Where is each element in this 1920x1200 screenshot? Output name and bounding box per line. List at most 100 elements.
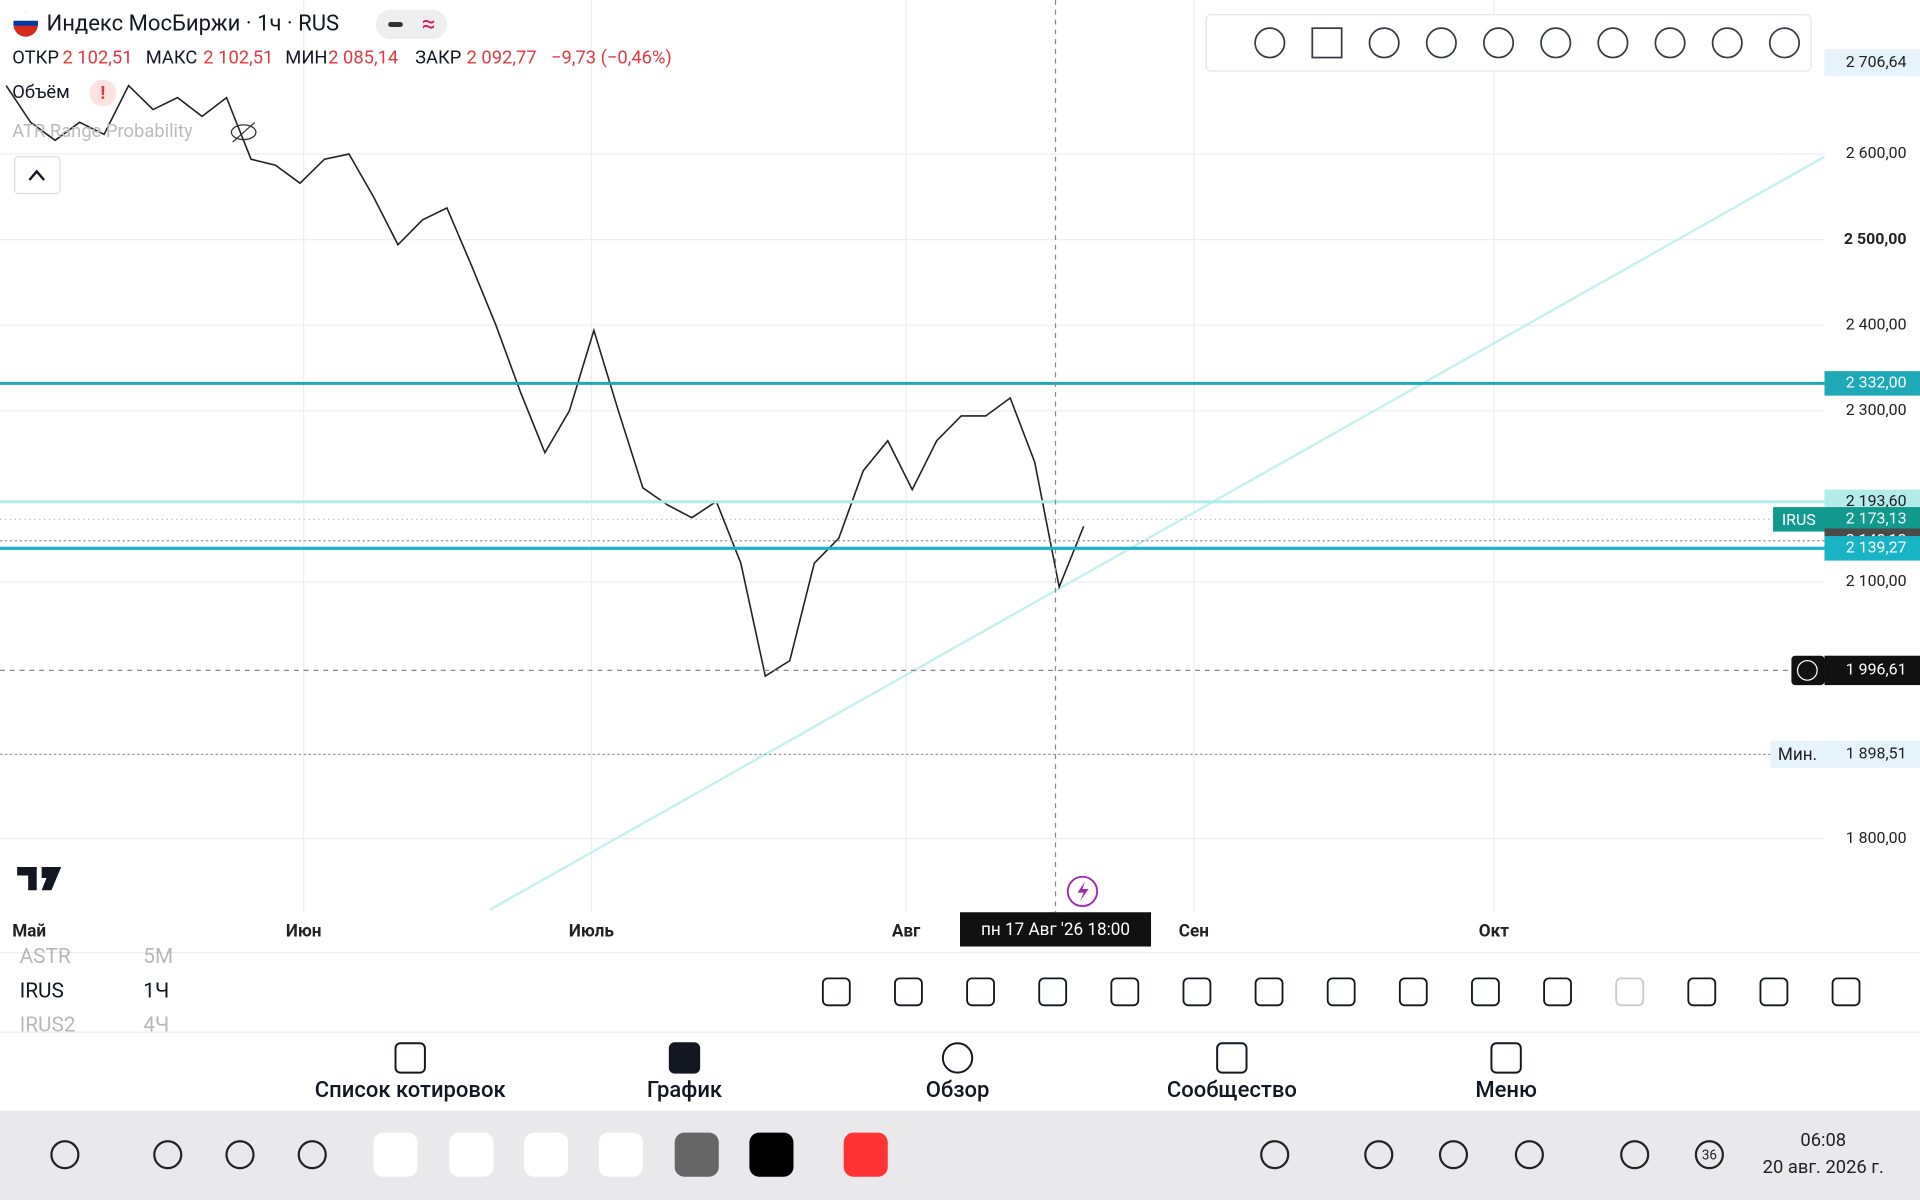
sys-icon[interactable] xyxy=(1364,1140,1394,1170)
symbol-label: IRUS xyxy=(1782,510,1816,529)
app-icon[interactable] xyxy=(843,1132,888,1177)
nav-label[interactable]: Список котировок xyxy=(315,1078,507,1103)
nav-label[interactable]: Меню xyxy=(1475,1078,1537,1103)
sys-icon[interactable] xyxy=(1514,1140,1544,1170)
watch-symbol[interactable]: ASTR xyxy=(20,945,71,969)
symbol-box xyxy=(1773,507,1825,532)
sys-icon[interactable] xyxy=(50,1140,80,1170)
ohlc-value: 2 102,51 xyxy=(203,48,273,69)
app-icon[interactable] xyxy=(674,1132,719,1177)
nav-icon[interactable] xyxy=(668,1042,701,1074)
toolbar-icon[interactable] xyxy=(1326,977,1356,1007)
toolbar-icon[interactable] xyxy=(1759,977,1789,1007)
nav-label[interactable]: График xyxy=(647,1078,723,1103)
tool-icon[interactable] xyxy=(1254,27,1286,59)
nav-icon[interactable] xyxy=(1490,1042,1522,1074)
toolbar-icon[interactable] xyxy=(1615,977,1645,1007)
crosshair-time: пн 17 Авг '26 18:00 xyxy=(981,920,1130,940)
app-icon[interactable] xyxy=(598,1132,643,1177)
level-box xyxy=(1824,507,1920,532)
badge-dash xyxy=(388,22,403,27)
tool-icon[interactable] xyxy=(1311,27,1343,59)
tool-icon[interactable] xyxy=(1768,27,1801,59)
clock: 06:08 xyxy=(1800,1130,1846,1151)
nav-label[interactable]: Обзор xyxy=(926,1078,990,1103)
date: 20 авг. 2026 г. xyxy=(1763,1157,1884,1178)
tool-icon[interactable] xyxy=(1654,27,1686,59)
nav-label[interactable]: Сообщество xyxy=(1167,1078,1297,1103)
crosshair-plus[interactable] xyxy=(1796,659,1818,681)
level-label: 2 173,13 xyxy=(1846,509,1907,528)
event-bolt xyxy=(1077,881,1089,902)
eye-icon[interactable] xyxy=(230,124,257,141)
indicator: Объём xyxy=(12,82,70,103)
time-box xyxy=(960,912,1152,947)
ohlc-name: ЗАКР xyxy=(415,48,461,69)
app-icon[interactable] xyxy=(749,1132,794,1177)
x-tick-label: Окт xyxy=(1479,921,1509,941)
y-tick-label: 1 800,00 xyxy=(1846,828,1907,847)
y-tick-label: 2 500,00 xyxy=(1844,229,1907,248)
toolbar-icon[interactable] xyxy=(1831,977,1861,1007)
toolbar-icon[interactable] xyxy=(1471,977,1500,1007)
sys-icon[interactable] xyxy=(225,1140,255,1170)
tool-icon[interactable] xyxy=(1711,27,1743,59)
sys-icon[interactable] xyxy=(297,1140,327,1170)
toolbar-icon[interactable] xyxy=(1254,977,1284,1007)
min-name: Мин. xyxy=(1778,745,1817,765)
watch-interval: 4Ч xyxy=(143,1014,169,1038)
toolbar-icon[interactable] xyxy=(1543,977,1572,1007)
level-box xyxy=(1824,536,1920,561)
ohlc-name: МИН xyxy=(285,48,327,69)
toolbar-icon[interactable] xyxy=(1038,977,1068,1007)
watch-interval: 5М xyxy=(143,945,173,969)
sys-icon[interactable] xyxy=(1694,1140,1724,1170)
tool-icon[interactable] xyxy=(1597,27,1629,59)
toolbar-icon[interactable] xyxy=(821,977,851,1007)
price-line xyxy=(5,84,1085,678)
sys-icon[interactable] xyxy=(1620,1140,1650,1170)
x-tick-label: Авг xyxy=(892,921,921,941)
tool-icon[interactable] xyxy=(1482,27,1515,59)
sys-icon[interactable] xyxy=(1438,1140,1469,1170)
watch-symbol[interactable]: IRUS2 xyxy=(20,1014,76,1038)
toolbar-icon[interactable] xyxy=(894,977,923,1007)
y-tick-label: 2 600,00 xyxy=(1846,143,1907,162)
battery: 36 xyxy=(1702,1148,1717,1163)
header-badge[interactable] xyxy=(375,9,447,40)
crosshair-price: 1 996,61 xyxy=(1846,660,1907,679)
app-icon[interactable] xyxy=(524,1132,569,1177)
tool-icon[interactable] xyxy=(1540,27,1572,59)
ohlc-name: МАКС xyxy=(146,48,198,69)
toolbar-icon[interactable] xyxy=(1687,977,1717,1007)
tool-icon[interactable] xyxy=(1425,27,1457,59)
collapse-btn[interactable] xyxy=(14,156,61,195)
toolbar-icon[interactable] xyxy=(966,977,995,1007)
app-icon[interactable] xyxy=(449,1132,494,1177)
badge-wave: ≈ xyxy=(422,9,436,38)
watch-symbol[interactable]: IRUS xyxy=(20,979,64,1003)
tool-icon[interactable] xyxy=(1368,27,1400,59)
toolbar-icon[interactable] xyxy=(1110,977,1140,1007)
event-icon[interactable] xyxy=(1066,875,1099,908)
nav-icon[interactable] xyxy=(941,1042,974,1074)
min-box xyxy=(1824,740,1920,768)
trend-line xyxy=(489,155,1826,911)
crosshair-box xyxy=(1824,655,1920,686)
sys-icon[interactable] xyxy=(1260,1140,1290,1170)
app-icon[interactable] xyxy=(373,1132,418,1177)
x-tick-label: Сен xyxy=(1179,921,1209,941)
toolbar-icon[interactable] xyxy=(1182,977,1212,1007)
nav-icon[interactable] xyxy=(394,1042,426,1074)
warn xyxy=(89,79,117,107)
indicator-hidden: ATR Range Probability xyxy=(12,121,193,142)
toolbar-icon[interactable] xyxy=(1398,977,1428,1007)
sys-icon[interactable] xyxy=(153,1140,183,1170)
crosshair-plus-box xyxy=(1791,655,1825,686)
watch-interval: 1Ч xyxy=(143,979,169,1003)
y-tick-label: 2 400,00 xyxy=(1846,314,1907,333)
draw-toolbar xyxy=(1205,14,1812,72)
nav-icon[interactable] xyxy=(1216,1042,1248,1074)
level-label: 2 193,60 xyxy=(1846,491,1907,510)
